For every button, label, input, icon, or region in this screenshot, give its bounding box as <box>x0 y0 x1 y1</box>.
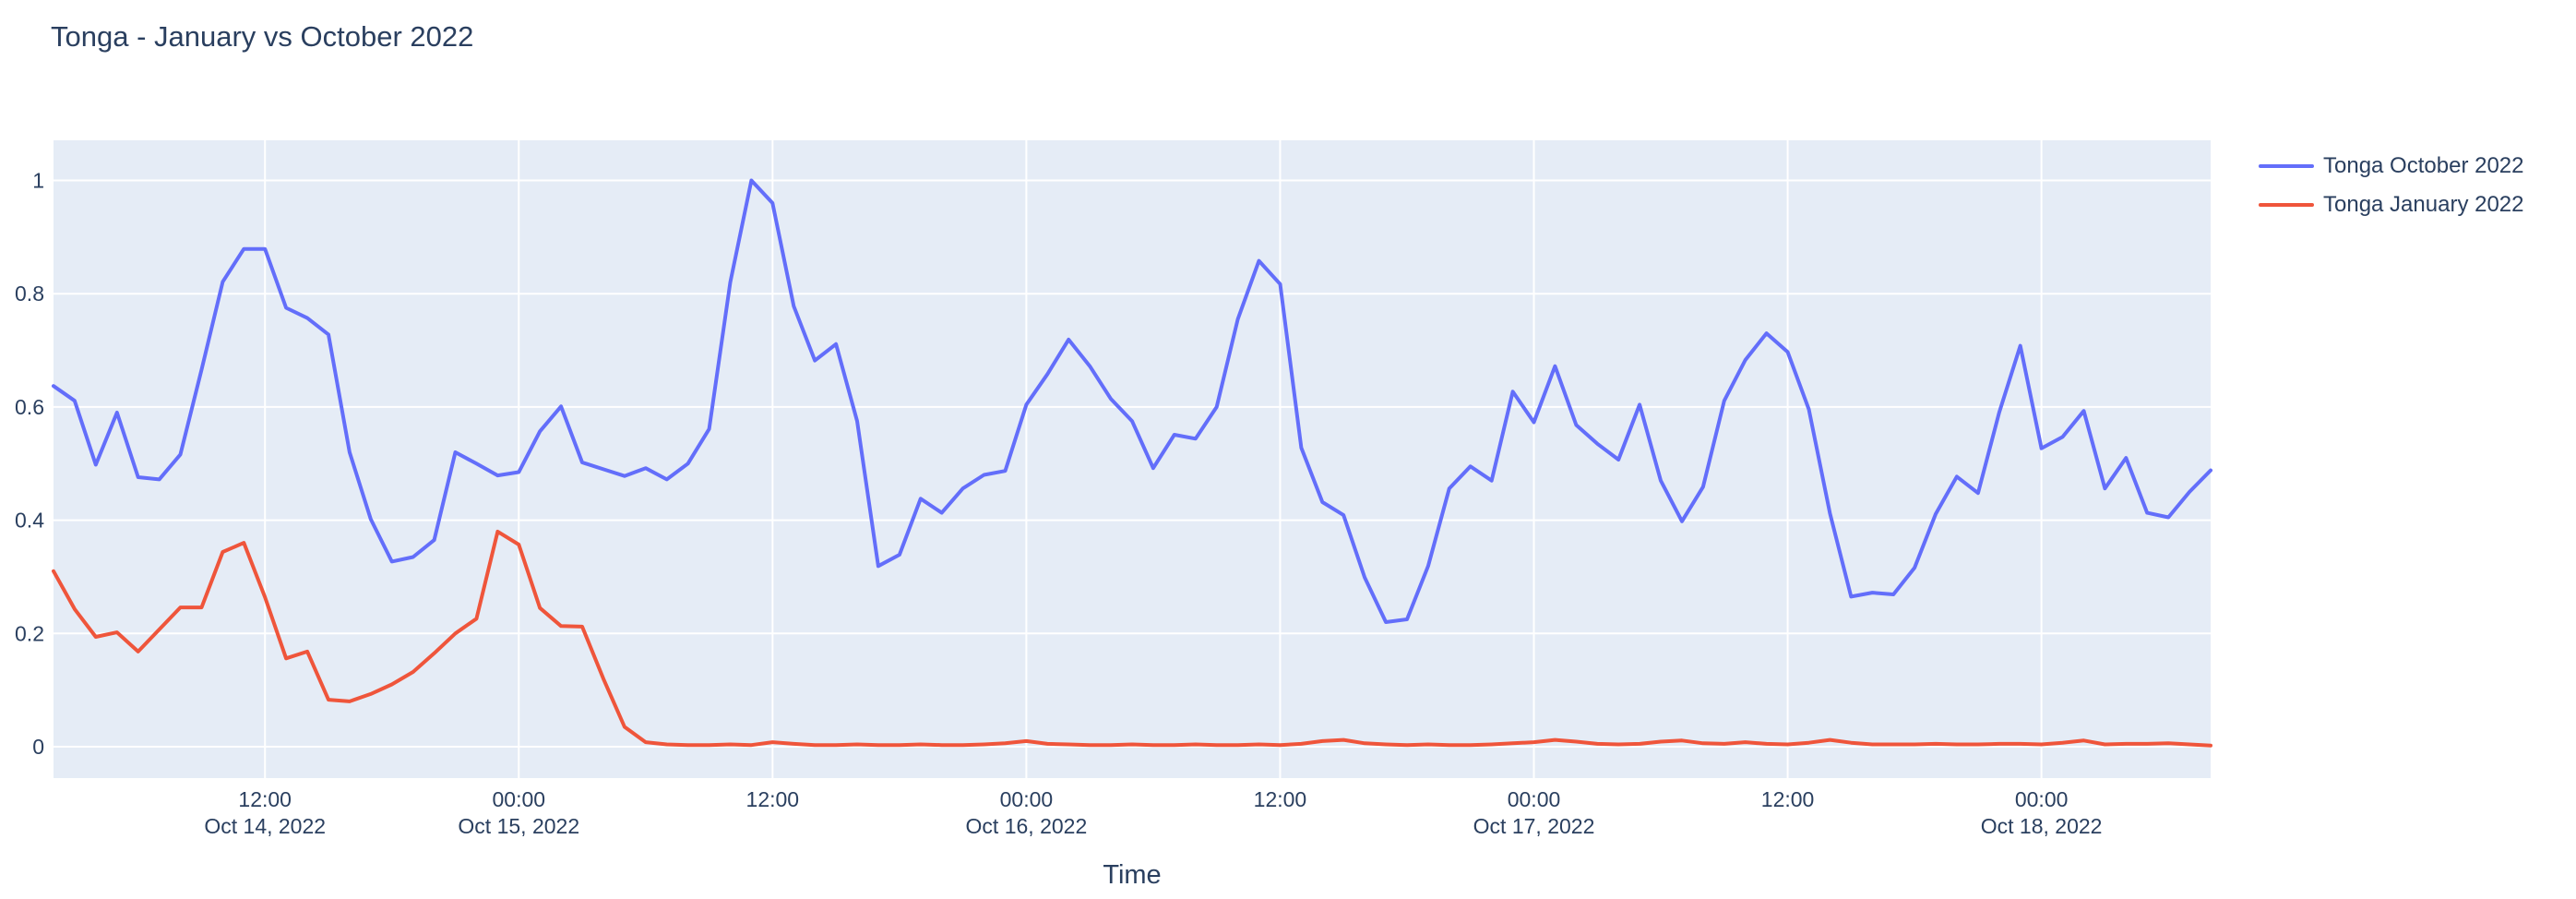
chart-title: Tonga - January vs October 2022 <box>51 20 474 53</box>
x-tick-time-label: 00:00 <box>1000 787 1054 811</box>
y-tick-label: 0.8 <box>15 282 44 306</box>
x-tick-time-label: 12:00 <box>238 787 292 811</box>
x-tick-time-label: 00:00 <box>492 787 545 811</box>
x-tick-time-label: 00:00 <box>1508 787 1561 811</box>
y-tick-label: 1 <box>32 169 44 193</box>
y-tick-label: 0.6 <box>15 395 44 419</box>
x-tick-time-label: 00:00 <box>2015 787 2069 811</box>
legend-item-tonga-october-2022[interactable]: Tonga October 2022 <box>2259 153 2524 179</box>
legend-label: Tonga October 2022 <box>2323 153 2524 178</box>
plot-background <box>54 140 2211 778</box>
series-line-tonga-january-2022 <box>52 529 2212 748</box>
x-tick-date-label: Oct 17, 2022 <box>1473 814 1595 838</box>
y-tick-label: 0.2 <box>15 621 44 645</box>
y-tick-label: 0.4 <box>15 509 44 533</box>
legend-label: Tonga January 2022 <box>2323 192 2524 217</box>
y-tick-label: 0 <box>32 735 44 759</box>
x-tick-date-label: Oct 14, 2022 <box>204 814 326 838</box>
x-tick-time-label: 12:00 <box>1761 787 1815 811</box>
legend-line-swatch <box>2259 164 2314 168</box>
series-line-tonga-october-2022 <box>52 178 2212 624</box>
x-axis-title: Time <box>1103 860 1162 890</box>
x-tick-date-label: Oct 15, 2022 <box>458 814 579 838</box>
x-tick-date-label: Oct 16, 2022 <box>966 814 1088 838</box>
legend: Tonga October 2022 Tonga January 2022 <box>2259 153 2524 218</box>
x-tick-time-label: 12:00 <box>746 787 800 811</box>
x-tick-date-label: Oct 18, 2022 <box>1981 814 2103 838</box>
legend-item-tonga-january-2022[interactable]: Tonga January 2022 <box>2259 192 2524 218</box>
x-tick-time-label: 12:00 <box>1254 787 1307 811</box>
legend-line-swatch <box>2259 203 2314 207</box>
